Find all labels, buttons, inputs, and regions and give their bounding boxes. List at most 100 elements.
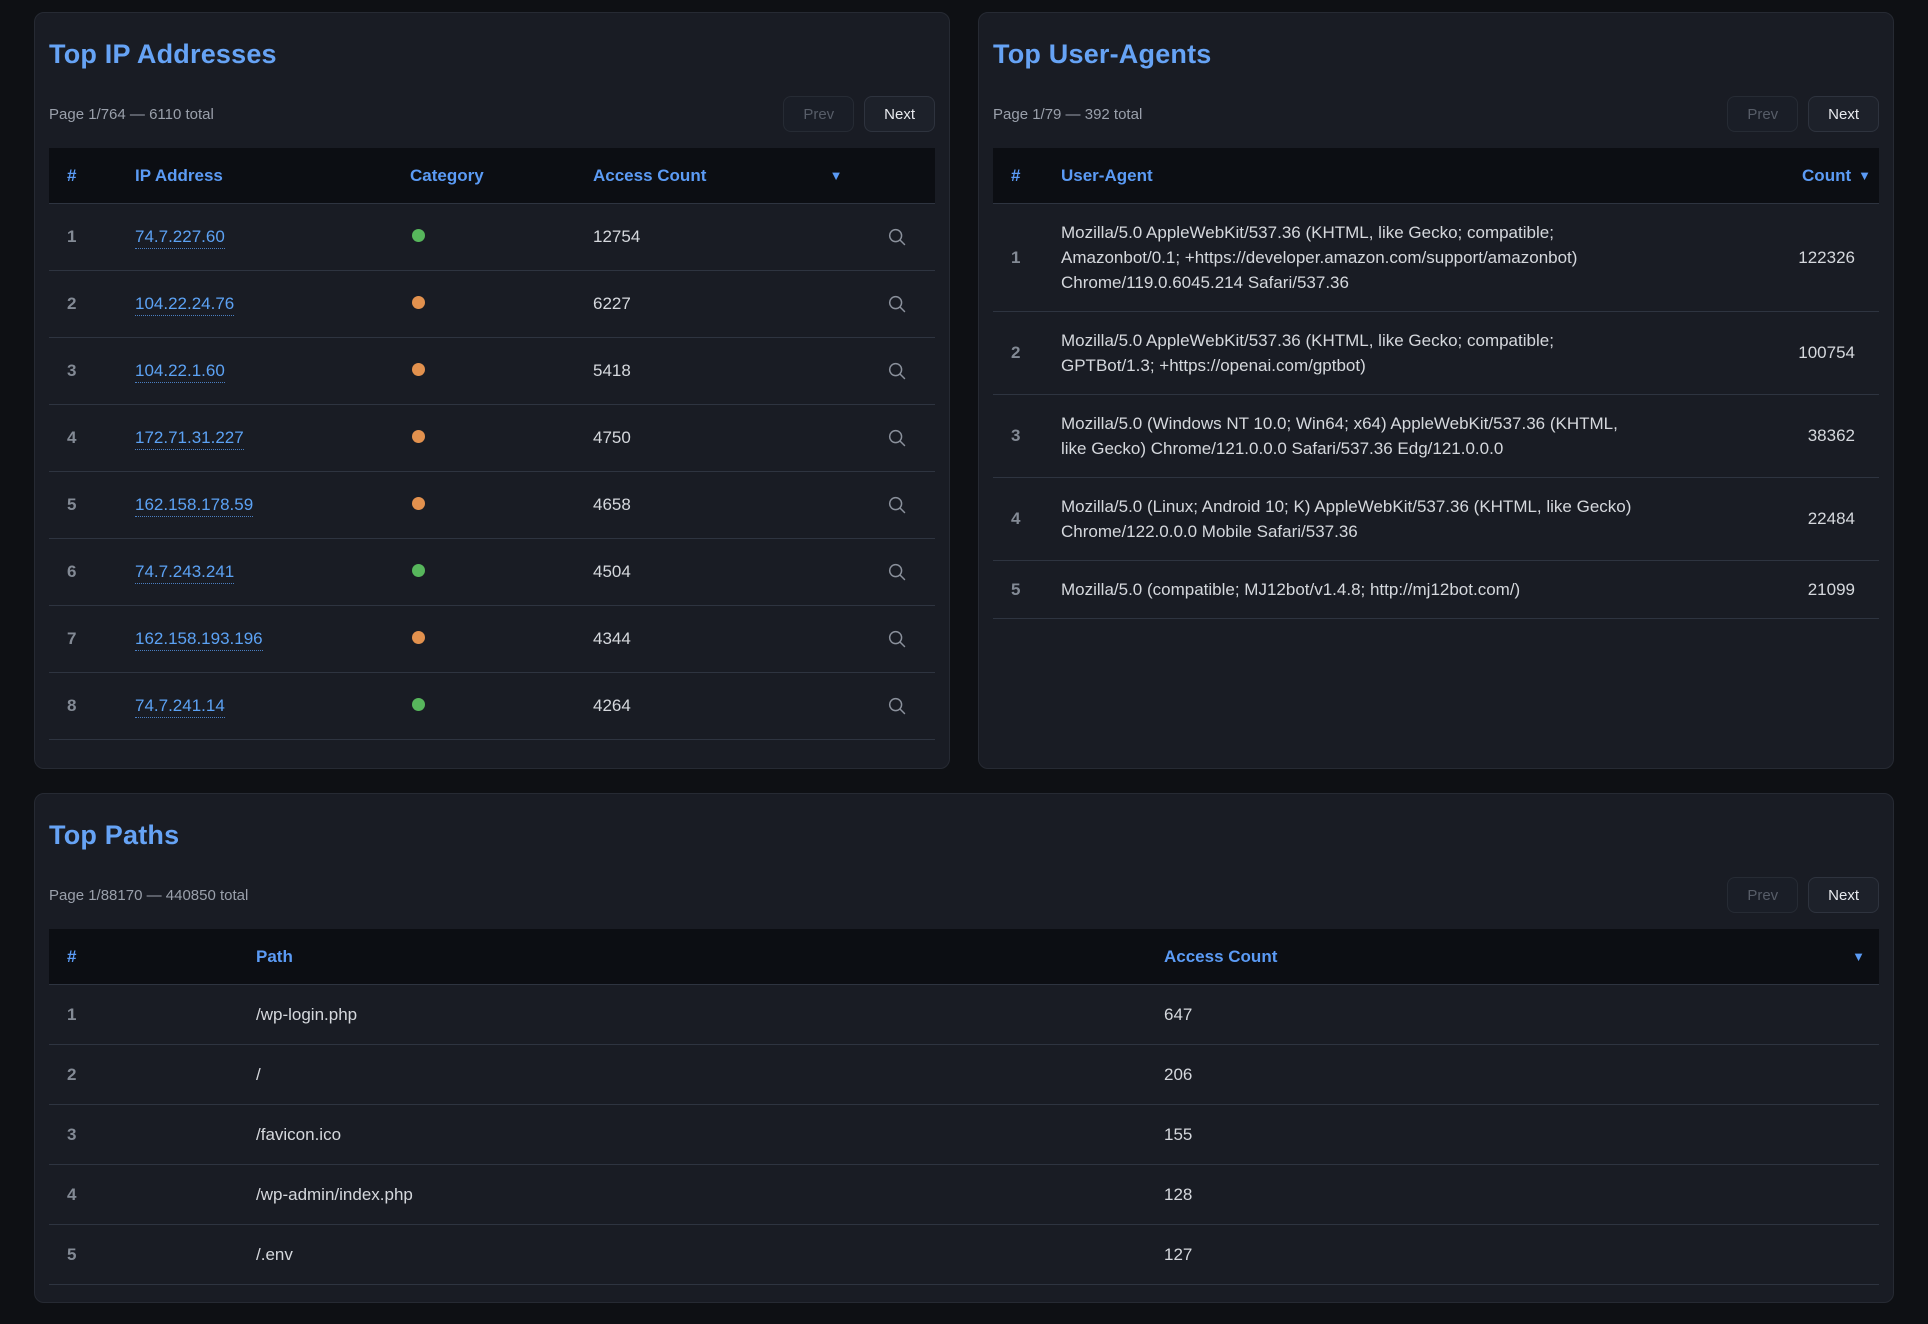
panel-top-user-agents: Top User-Agents Page 1/79 — 392 total Pr… — [978, 12, 1894, 769]
row-rank: 5 — [67, 495, 77, 514]
ip-link[interactable]: 74.7.241.14 — [135, 696, 225, 718]
paths-sort-desc-icon[interactable]: ▼ — [1852, 949, 1865, 964]
ip-link[interactable]: 74.7.227.60 — [135, 227, 225, 249]
access-count: 4344 — [593, 629, 631, 648]
access-count: 127 — [1164, 1244, 1193, 1264]
table-row: 3 Mozilla/5.0 (Windows NT 10.0; Win64; x… — [993, 395, 1879, 478]
search-icon[interactable] — [884, 291, 910, 317]
ip-col-count[interactable]: Access Count — [593, 165, 707, 185]
row-rank: 6 — [67, 562, 77, 581]
ip-link[interactable]: 74.7.243.241 — [135, 562, 235, 584]
ua-col-count-label: Count — [1802, 165, 1852, 185]
row-rank: 1 — [67, 227, 77, 246]
ua-next-button[interactable]: Next — [1808, 96, 1879, 132]
search-icon[interactable] — [884, 425, 910, 451]
paths-table-header: # Path Access Count ▼ — [49, 929, 1879, 985]
table-row: 7 162.158.193.196 4344 — [49, 606, 935, 673]
ua-count: 22484 — [1807, 509, 1855, 528]
panel-top-paths: Top Paths Page 1/88170 — 440850 total Pr… — [34, 793, 1894, 1303]
ua-count: 38362 — [1807, 426, 1855, 445]
table-row: 4 172.71.31.227 4750 — [49, 405, 935, 472]
table-row: 3 /favicon.ico 155 — [49, 1105, 1879, 1165]
table-row: 2 / 206 — [49, 1045, 1879, 1105]
category-dot — [412, 497, 425, 510]
panel-top-ip-addresses: Top IP Addresses Page 1/764 — 6110 total… — [34, 12, 950, 769]
access-count: 647 — [1164, 1004, 1193, 1024]
ua-pagination-info: Page 1/79 — 392 total — [993, 105, 1143, 123]
ip-next-button[interactable]: Next — [864, 96, 935, 132]
table-row: 8 74.7.241.14 4264 — [49, 673, 935, 740]
access-count: 128 — [1164, 1184, 1193, 1204]
access-count: 4750 — [593, 428, 631, 447]
path-text: /wp-admin/index.php — [256, 1184, 413, 1204]
user-agent-text: Mozilla/5.0 (Linux; Android 10; K) Apple… — [1061, 497, 1632, 541]
row-rank: 1 — [67, 1004, 77, 1024]
search-icon[interactable] — [884, 224, 910, 250]
search-icon[interactable] — [884, 626, 910, 652]
category-dot — [412, 564, 425, 577]
page-title-ip: Top IP Addresses — [49, 39, 277, 69]
paths-col-count[interactable]: Access Count — [1164, 946, 1278, 966]
row-rank: 2 — [1011, 343, 1021, 362]
table-row: 5 /.env 127 — [49, 1225, 1879, 1285]
ip-link[interactable]: 162.158.178.59 — [135, 495, 254, 517]
table-row: 4 Mozilla/5.0 (Linux; Android 10; K) App… — [993, 478, 1879, 561]
ua-sort-desc-icon: ▼ — [1858, 168, 1871, 183]
table-row: 2 104.22.24.76 6227 — [49, 271, 935, 338]
table-row: 1 Mozilla/5.0 AppleWebKit/537.36 (KHTML,… — [993, 204, 1879, 312]
search-icon[interactable] — [884, 358, 910, 384]
ua-table-header: # User-Agent Count ▼ — [993, 148, 1879, 204]
search-icon[interactable] — [884, 559, 910, 585]
table-row: 5 162.158.178.59 4658 — [49, 472, 935, 539]
table-row: 2 Mozilla/5.0 AppleWebKit/537.36 (KHTML,… — [993, 312, 1879, 395]
ip-link[interactable]: 104.22.24.76 — [135, 294, 235, 316]
user-agent-text: Mozilla/5.0 (compatible; MJ12bot/v1.4.8;… — [1061, 580, 1521, 599]
path-text: /favicon.ico — [256, 1124, 342, 1144]
paths-prev-button[interactable]: Prev — [1727, 877, 1799, 913]
access-count: 4264 — [593, 696, 631, 715]
category-dot — [412, 631, 425, 644]
search-icon[interactable] — [884, 693, 910, 719]
table-row: 5 Mozilla/5.0 (compatible; MJ12bot/v1.4.… — [993, 561, 1879, 619]
row-rank: 7 — [67, 629, 77, 648]
ip-link[interactable]: 172.71.31.227 — [135, 428, 244, 450]
table-row: 6 74.7.243.241 4504 — [49, 539, 935, 606]
ip-sort-desc-icon[interactable]: ▼ — [829, 168, 843, 183]
table-row: 1 74.7.227.60 12754 — [49, 204, 935, 271]
access-count: 206 — [1164, 1064, 1193, 1084]
row-rank: 2 — [67, 1064, 77, 1084]
ua-col-count[interactable]: Count ▼ — [1701, 166, 1879, 186]
user-agent-text: Mozilla/5.0 AppleWebKit/537.36 (KHTML, l… — [1061, 223, 1578, 292]
category-dot — [412, 363, 425, 376]
search-icon[interactable] — [884, 492, 910, 518]
table-row: 1 /wp-login.php 647 — [49, 985, 1879, 1045]
ip-col-rank: # — [67, 165, 77, 185]
category-dot — [412, 698, 425, 711]
row-rank: 8 — [67, 696, 77, 715]
row-rank: 4 — [67, 1184, 77, 1204]
access-count: 155 — [1164, 1124, 1193, 1144]
ip-link[interactable]: 104.22.1.60 — [135, 361, 225, 383]
user-agent-text: Mozilla/5.0 AppleWebKit/537.36 (KHTML, l… — [1061, 331, 1554, 375]
category-dot — [412, 229, 425, 242]
table-row: 4 /wp-admin/index.php 128 — [49, 1165, 1879, 1225]
path-text: / — [256, 1064, 261, 1084]
user-agent-text: Mozilla/5.0 (Windows NT 10.0; Win64; x64… — [1061, 414, 1618, 458]
ip-col-address: IP Address — [135, 165, 223, 185]
row-rank: 4 — [1011, 509, 1021, 528]
row-rank: 5 — [67, 1244, 77, 1264]
access-count: 12754 — [593, 227, 641, 246]
ip-link[interactable]: 162.158.193.196 — [135, 629, 263, 651]
paths-next-button[interactable]: Next — [1808, 877, 1879, 913]
ip-prev-button[interactable]: Prev — [783, 96, 855, 132]
access-count: 6227 — [593, 294, 631, 313]
ip-col-category: Category — [410, 165, 484, 185]
row-rank: 5 — [1011, 579, 1021, 599]
path-text: /.env — [256, 1244, 293, 1264]
category-dot — [412, 296, 425, 309]
paths-pagination-info: Page 1/88170 — 440850 total — [49, 886, 249, 904]
ua-prev-button[interactable]: Prev — [1727, 96, 1799, 132]
paths-col-path: Path — [256, 946, 293, 966]
access-count: 5418 — [593, 361, 631, 380]
